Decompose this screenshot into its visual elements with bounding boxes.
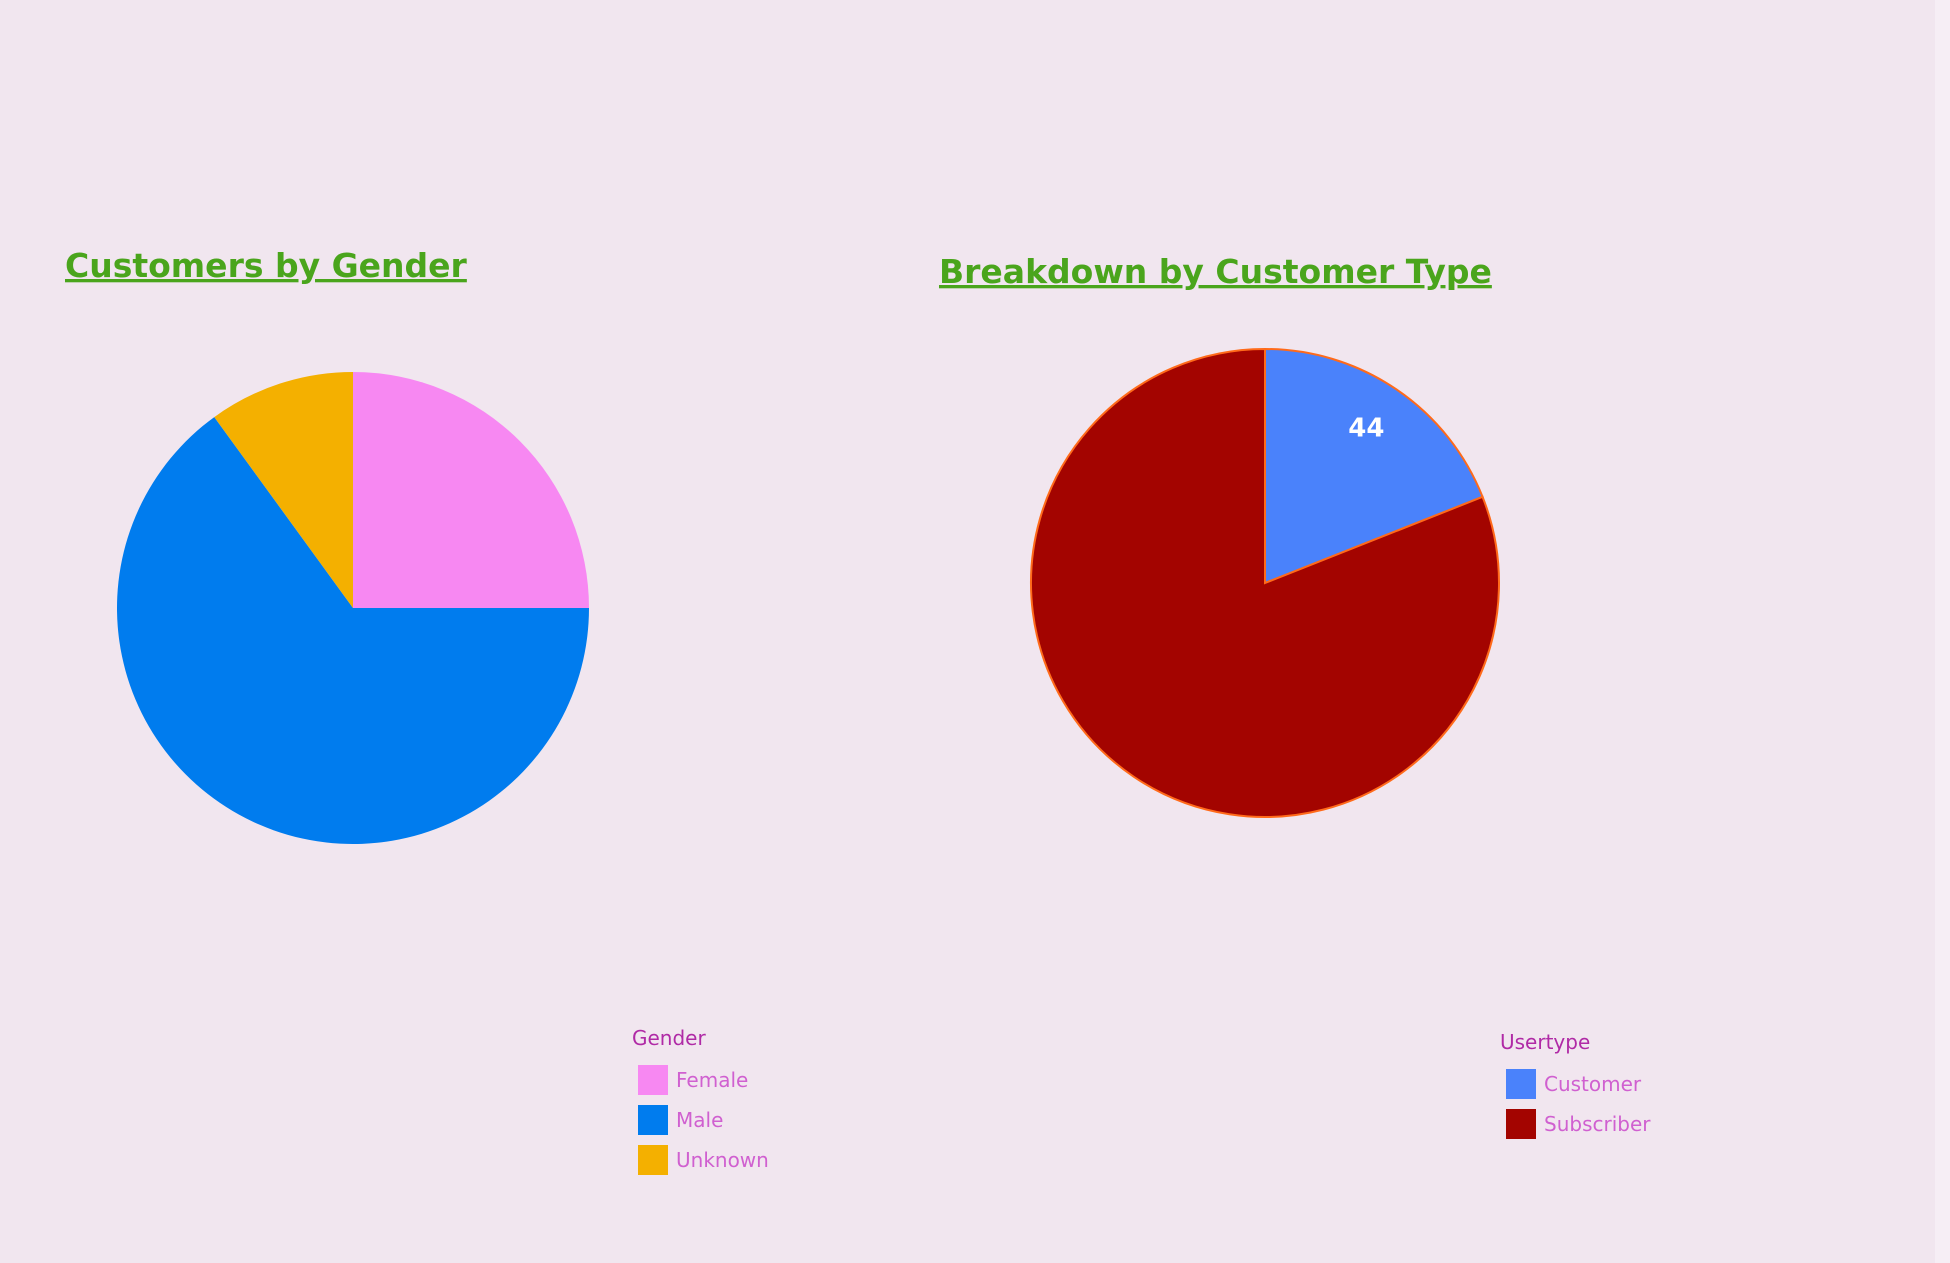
chart-title: Customers by Gender <box>65 246 468 285</box>
pie-slice <box>1030 347 1501 818</box>
legend-swatch <box>638 1145 668 1175</box>
chart-title: Breakdown by Customer Type <box>939 252 1492 291</box>
legend-label: Female <box>676 1068 748 1092</box>
legend-title: Gender <box>632 1026 706 1050</box>
pie-slice <box>117 417 589 844</box>
legend-swatch <box>1506 1069 1536 1099</box>
legend-swatch <box>638 1065 668 1095</box>
legend-label: Subscriber <box>1544 1112 1651 1136</box>
legend-swatch <box>638 1105 668 1135</box>
legend-label: Male <box>676 1108 723 1132</box>
legend-swatch <box>1506 1109 1536 1139</box>
legend-title: Usertype <box>1500 1030 1590 1054</box>
edge <box>1935 0 1950 1263</box>
pie-slice <box>1264 347 1484 585</box>
slice-label: 44 <box>1348 414 1384 444</box>
legend-label: Customer <box>1544 1072 1642 1096</box>
legend-label: Unknown <box>676 1148 769 1172</box>
pie-slice <box>353 372 589 608</box>
pie-slice <box>214 372 353 608</box>
